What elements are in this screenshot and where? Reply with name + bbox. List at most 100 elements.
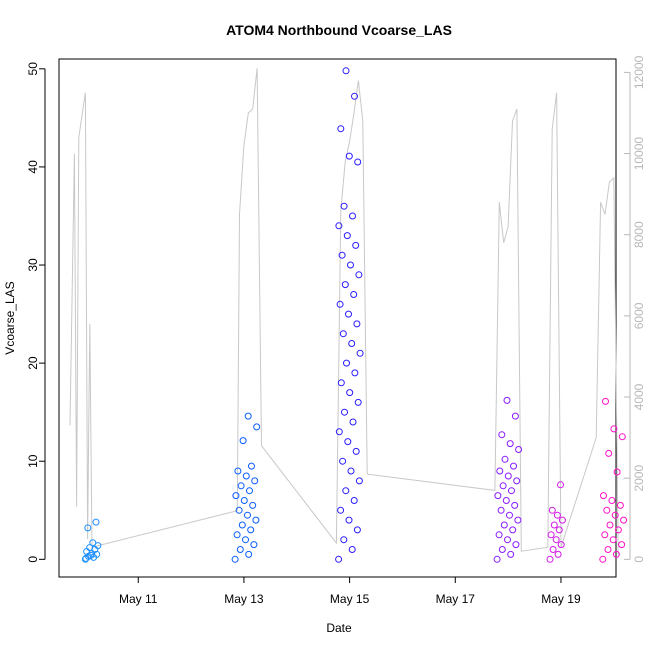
data-point [557, 541, 565, 549]
data-point [612, 550, 620, 558]
secondary-y-tick-label: 12000 [632, 55, 646, 89]
data-point [549, 546, 557, 553]
data-point [498, 431, 506, 439]
y-axis-label: Vcoarse_LAS [3, 281, 17, 354]
data-point [86, 544, 94, 552]
data-point [502, 497, 510, 504]
data-point [510, 462, 517, 470]
data-point [339, 330, 347, 338]
data-point [349, 418, 357, 426]
data-point [351, 369, 359, 377]
data-point [347, 467, 355, 475]
data-point [493, 555, 501, 563]
data-point [239, 437, 247, 445]
data-point [601, 531, 609, 539]
data-point [345, 516, 353, 524]
data-point [235, 506, 243, 514]
secondary-y-tick-label: 10000 [632, 137, 646, 171]
data-point [614, 526, 622, 534]
data-point [233, 531, 241, 539]
data-point [231, 555, 239, 563]
data-point [557, 481, 564, 489]
secondary-line-path [69, 68, 619, 556]
data-point [340, 536, 348, 544]
data-point [350, 291, 358, 298]
data-point [553, 511, 561, 519]
data-point [554, 550, 562, 558]
data-point [337, 506, 345, 514]
data-point [507, 550, 515, 558]
data-point [337, 379, 345, 387]
y-tick-label: 0 [26, 556, 40, 563]
data-point [606, 521, 614, 529]
data-point [603, 506, 611, 514]
data-point [348, 546, 356, 553]
data-point [335, 222, 343, 230]
data-point [499, 482, 507, 490]
data-point [344, 438, 352, 446]
data-point [92, 518, 100, 526]
x-tick-label: May 13 [224, 592, 264, 606]
data-point [252, 516, 260, 524]
data-point [242, 536, 249, 544]
y-tick-label: 30 [26, 258, 40, 272]
data-point [555, 526, 563, 534]
data-point [335, 428, 343, 436]
data-point [232, 492, 240, 500]
data-point [354, 398, 362, 406]
data-point [504, 472, 512, 480]
data-point [340, 202, 348, 210]
data-point [355, 271, 363, 279]
data-point [500, 521, 508, 529]
data-point [355, 477, 363, 485]
data-point [351, 92, 358, 100]
secondary-series-line [69, 68, 619, 556]
data-point [245, 550, 253, 558]
secondary-y-tick-label: 4000 [632, 383, 646, 410]
data-point [337, 125, 345, 133]
data-point [251, 477, 259, 485]
data-point [94, 542, 102, 550]
data-point [82, 554, 90, 562]
data-point [356, 349, 364, 357]
x-tick-label: May 15 [330, 592, 370, 606]
data-point [514, 516, 522, 524]
chart-title: ATOM4 Northbound Vcoarse_LAS [226, 22, 452, 38]
data-point [342, 67, 350, 75]
x-tick-label: May 11 [119, 592, 158, 606]
data-point [547, 531, 555, 539]
data-point [343, 359, 350, 367]
data-point [354, 158, 362, 166]
data-point [244, 412, 252, 420]
y-axis: 0 10 20 30 40 50 [26, 62, 46, 563]
data-point [353, 526, 361, 534]
data-point [620, 516, 628, 524]
data-point [342, 487, 350, 495]
data-point [240, 497, 248, 504]
data-point [339, 457, 347, 465]
data-point [237, 482, 245, 490]
data-point [504, 536, 511, 544]
data-point [341, 408, 348, 416]
data-point [509, 526, 517, 534]
data-point [335, 555, 343, 563]
data-point [616, 501, 624, 509]
data-point [496, 467, 504, 475]
data-point [253, 423, 261, 431]
data-point [609, 536, 617, 544]
data-point [250, 541, 258, 549]
data-point [236, 546, 244, 553]
data-point [610, 425, 618, 433]
data-point [87, 551, 95, 559]
data-point [338, 251, 346, 259]
data-point [511, 501, 519, 509]
y-tick-label: 20 [26, 356, 40, 370]
data-point [347, 261, 354, 269]
x-axis: May 11 May 13 May 15 May 17 May 19 [119, 576, 581, 606]
data-point [336, 300, 344, 308]
data-point [503, 396, 511, 404]
data-point [346, 389, 354, 397]
data-point [248, 462, 255, 470]
data-point [238, 521, 246, 529]
